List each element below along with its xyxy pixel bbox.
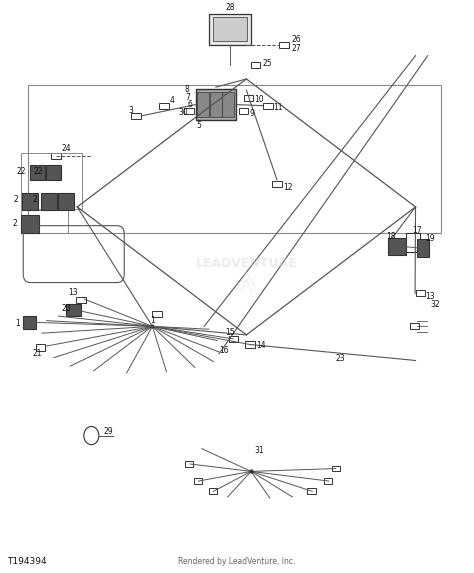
Text: 16: 16 (219, 346, 229, 355)
Bar (66, 304, 81, 316)
Bar (417, 239, 429, 257)
Bar (131, 113, 141, 119)
Text: 22: 22 (17, 167, 26, 176)
Text: 15: 15 (225, 328, 235, 336)
Bar (416, 291, 425, 296)
Bar (222, 92, 235, 117)
Text: 7: 7 (185, 93, 191, 102)
Bar (228, 336, 238, 342)
Text: 13: 13 (425, 292, 435, 301)
Text: 26: 26 (291, 34, 301, 44)
Bar (46, 166, 61, 180)
Bar (406, 233, 420, 252)
Text: 1: 1 (150, 316, 155, 325)
Bar (272, 181, 282, 187)
Bar (36, 344, 46, 351)
Text: 2: 2 (14, 195, 18, 205)
Bar (21, 154, 82, 209)
Bar (185, 461, 193, 467)
Bar (30, 166, 45, 180)
Text: 29: 29 (103, 427, 113, 436)
Bar (209, 14, 251, 45)
Text: 25: 25 (263, 58, 273, 68)
Bar (194, 478, 202, 484)
Text: 4: 4 (170, 96, 175, 105)
Bar (324, 478, 332, 484)
Text: 12: 12 (283, 183, 292, 192)
Text: 2: 2 (32, 195, 37, 205)
Bar (76, 297, 86, 303)
Text: 32: 32 (430, 300, 440, 309)
Bar (153, 311, 162, 317)
Text: 17: 17 (412, 226, 421, 235)
Text: 14: 14 (256, 341, 265, 350)
Text: 18: 18 (386, 232, 396, 241)
Bar (308, 488, 316, 494)
Text: 24: 24 (62, 144, 72, 154)
Bar (410, 323, 419, 329)
Text: 8: 8 (184, 85, 189, 94)
Bar (41, 193, 57, 210)
Bar (58, 193, 74, 210)
Text: 6: 6 (187, 100, 192, 109)
Text: 9: 9 (250, 108, 255, 117)
Text: 2: 2 (13, 219, 18, 227)
Text: LEADVENTURE: LEADVENTURE (196, 257, 297, 270)
Text: 1: 1 (15, 319, 20, 328)
Bar (196, 89, 236, 120)
Bar (212, 17, 247, 41)
Text: 19: 19 (425, 234, 435, 243)
Bar (246, 342, 255, 348)
Bar (388, 238, 406, 255)
Bar (28, 85, 441, 233)
Text: 28: 28 (225, 3, 235, 13)
Text: 13: 13 (68, 288, 77, 297)
Text: T194394: T194394 (7, 558, 46, 566)
Bar (244, 95, 253, 101)
Bar (21, 210, 68, 233)
Text: 30: 30 (178, 108, 188, 117)
Bar (21, 215, 39, 233)
Text: 5: 5 (197, 121, 202, 130)
Bar (23, 316, 36, 329)
Text: 22: 22 (33, 167, 43, 176)
Bar (184, 108, 194, 115)
Text: 31: 31 (255, 446, 264, 455)
Text: 21: 21 (33, 349, 42, 358)
Bar (51, 152, 61, 159)
Bar (209, 488, 217, 494)
Text: 23: 23 (336, 354, 345, 363)
Bar (264, 103, 273, 109)
Bar (197, 92, 210, 117)
Text: Rendered by LeadVenture, Inc.: Rendered by LeadVenture, Inc. (178, 558, 296, 566)
Text: 11: 11 (273, 103, 283, 112)
Text: 20: 20 (62, 304, 72, 313)
Text: 27: 27 (291, 44, 301, 53)
Bar (332, 466, 340, 472)
Bar (210, 92, 222, 117)
Bar (279, 42, 289, 48)
Text: 10: 10 (255, 95, 264, 104)
Bar (159, 103, 169, 109)
Bar (251, 62, 261, 68)
Text: 3: 3 (128, 107, 133, 115)
Bar (22, 193, 38, 210)
Bar (239, 108, 248, 115)
